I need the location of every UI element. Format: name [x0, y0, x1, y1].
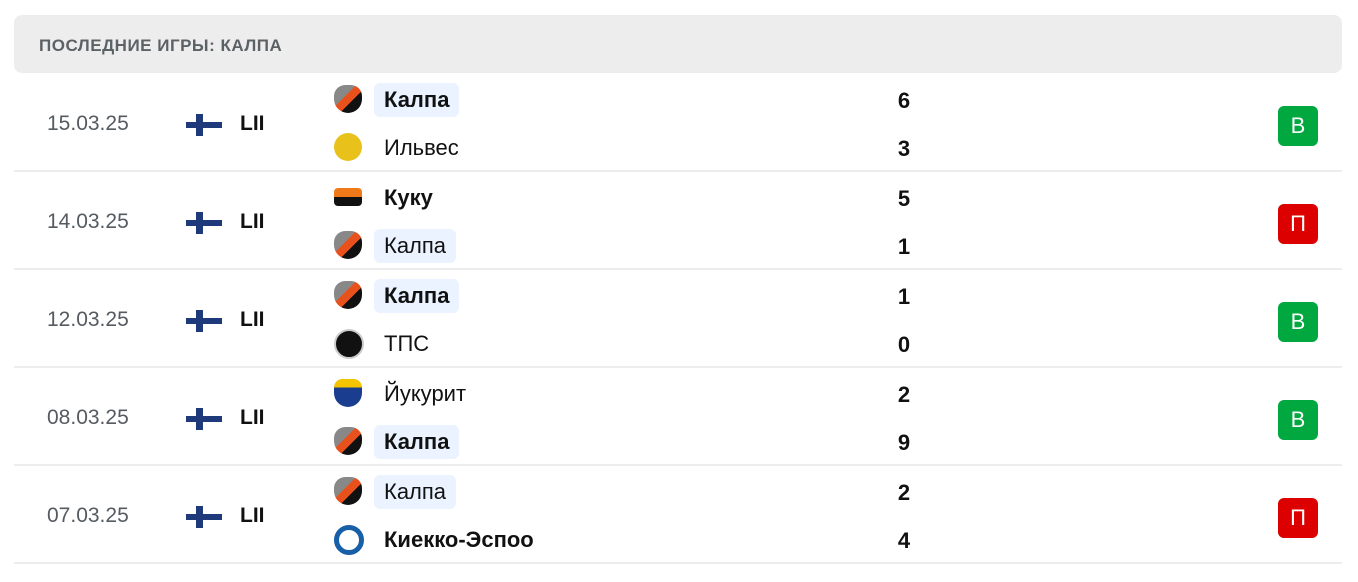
league-name[interactable]: LII: [240, 210, 265, 233]
league-name[interactable]: LII: [240, 112, 265, 135]
team-away[interactable]: Ильвес 3: [332, 130, 1232, 166]
finland-flag-icon: [186, 408, 222, 430]
section-title: ПОСЛЕДНИЕ ИГРЫ: КАЛПА: [39, 36, 283, 55]
kookoo-logo-icon: [334, 188, 362, 206]
team-name: Киекко-Эспоо: [384, 527, 534, 552]
team-name: ТПС: [384, 331, 430, 356]
match-row[interactable]: 12.03.25 LII Калпа 1 ТПС 0 В: [14, 270, 1342, 368]
match-row[interactable]: 08.03.25 LII Йукурит 2 Калпа 9 В: [14, 368, 1342, 466]
team-score: 1: [897, 234, 911, 259]
team-name: Калпа: [374, 425, 460, 459]
result-badge: П: [1278, 498, 1318, 538]
team-score: 6: [897, 88, 911, 113]
league-name[interactable]: LII: [240, 504, 265, 527]
match-row[interactable]: 15.03.25 LII Калпа 6 Ильвес 3 В: [14, 74, 1342, 172]
team-score: 5: [897, 186, 911, 211]
kalpa-logo-icon: [334, 85, 362, 113]
kalpa-logo-icon: [334, 231, 362, 259]
team-name: Калпа: [374, 229, 457, 263]
tps-logo-icon: [334, 329, 364, 359]
jukurit-logo-icon: [334, 379, 362, 407]
team-away[interactable]: Калпа 1: [332, 228, 1232, 264]
result-badge: В: [1278, 302, 1318, 342]
kiekko-espoo-logo-icon: [334, 525, 364, 555]
league-name[interactable]: LII: [240, 406, 265, 429]
team-home[interactable]: Калпа 1: [332, 278, 1232, 314]
team-home[interactable]: Куку 5: [332, 180, 1232, 216]
kalpa-logo-icon: [334, 477, 362, 505]
result-badge: П: [1278, 204, 1318, 244]
team-score: 3: [897, 136, 911, 161]
team-score: 1: [897, 284, 911, 309]
finland-flag-icon: [186, 310, 222, 332]
match-row[interactable]: 14.03.25 LII Куку 5 Калпа 1 П: [14, 172, 1342, 270]
finland-flag-icon: [186, 506, 222, 528]
kalpa-logo-icon: [334, 427, 362, 455]
team-score: 4: [897, 528, 911, 553]
result-badge: В: [1278, 106, 1318, 146]
match-date: 07.03.25: [47, 504, 129, 527]
section-header: ПОСЛЕДНИЕ ИГРЫ: КАЛПА: [14, 15, 1342, 73]
finland-flag-icon: [186, 114, 222, 136]
team-name: Куку: [384, 185, 433, 210]
match-row[interactable]: 07.03.25 LII Калпа 2 Киекко-Эспоо 4 П: [14, 466, 1342, 564]
team-away[interactable]: Калпа 9: [332, 424, 1232, 460]
team-name: Йукурит: [384, 381, 467, 406]
match-date: 12.03.25: [47, 308, 129, 331]
team-score: 0: [897, 332, 911, 357]
kalpa-logo-icon: [334, 281, 362, 309]
finland-flag-icon: [186, 212, 222, 234]
match-date: 15.03.25: [47, 112, 129, 135]
team-away[interactable]: Киекко-Эспоо 4: [332, 522, 1232, 558]
match-date: 08.03.25: [47, 406, 129, 429]
team-name: Калпа: [374, 279, 460, 313]
team-name: Ильвес: [384, 135, 459, 160]
match-date: 14.03.25: [47, 210, 129, 233]
team-score: 2: [897, 480, 911, 505]
team-home[interactable]: Йукурит 2: [332, 376, 1232, 412]
team-name: Калпа: [374, 83, 460, 117]
team-home[interactable]: Калпа 6: [332, 82, 1232, 118]
league-name[interactable]: LII: [240, 308, 265, 331]
team-home[interactable]: Калпа 2: [332, 474, 1232, 510]
ilves-logo-icon: [334, 133, 362, 161]
team-score: 2: [897, 382, 911, 407]
team-away[interactable]: ТПС 0: [332, 326, 1232, 362]
team-score: 9: [897, 430, 911, 455]
team-name: Калпа: [374, 475, 457, 509]
result-badge: В: [1278, 400, 1318, 440]
